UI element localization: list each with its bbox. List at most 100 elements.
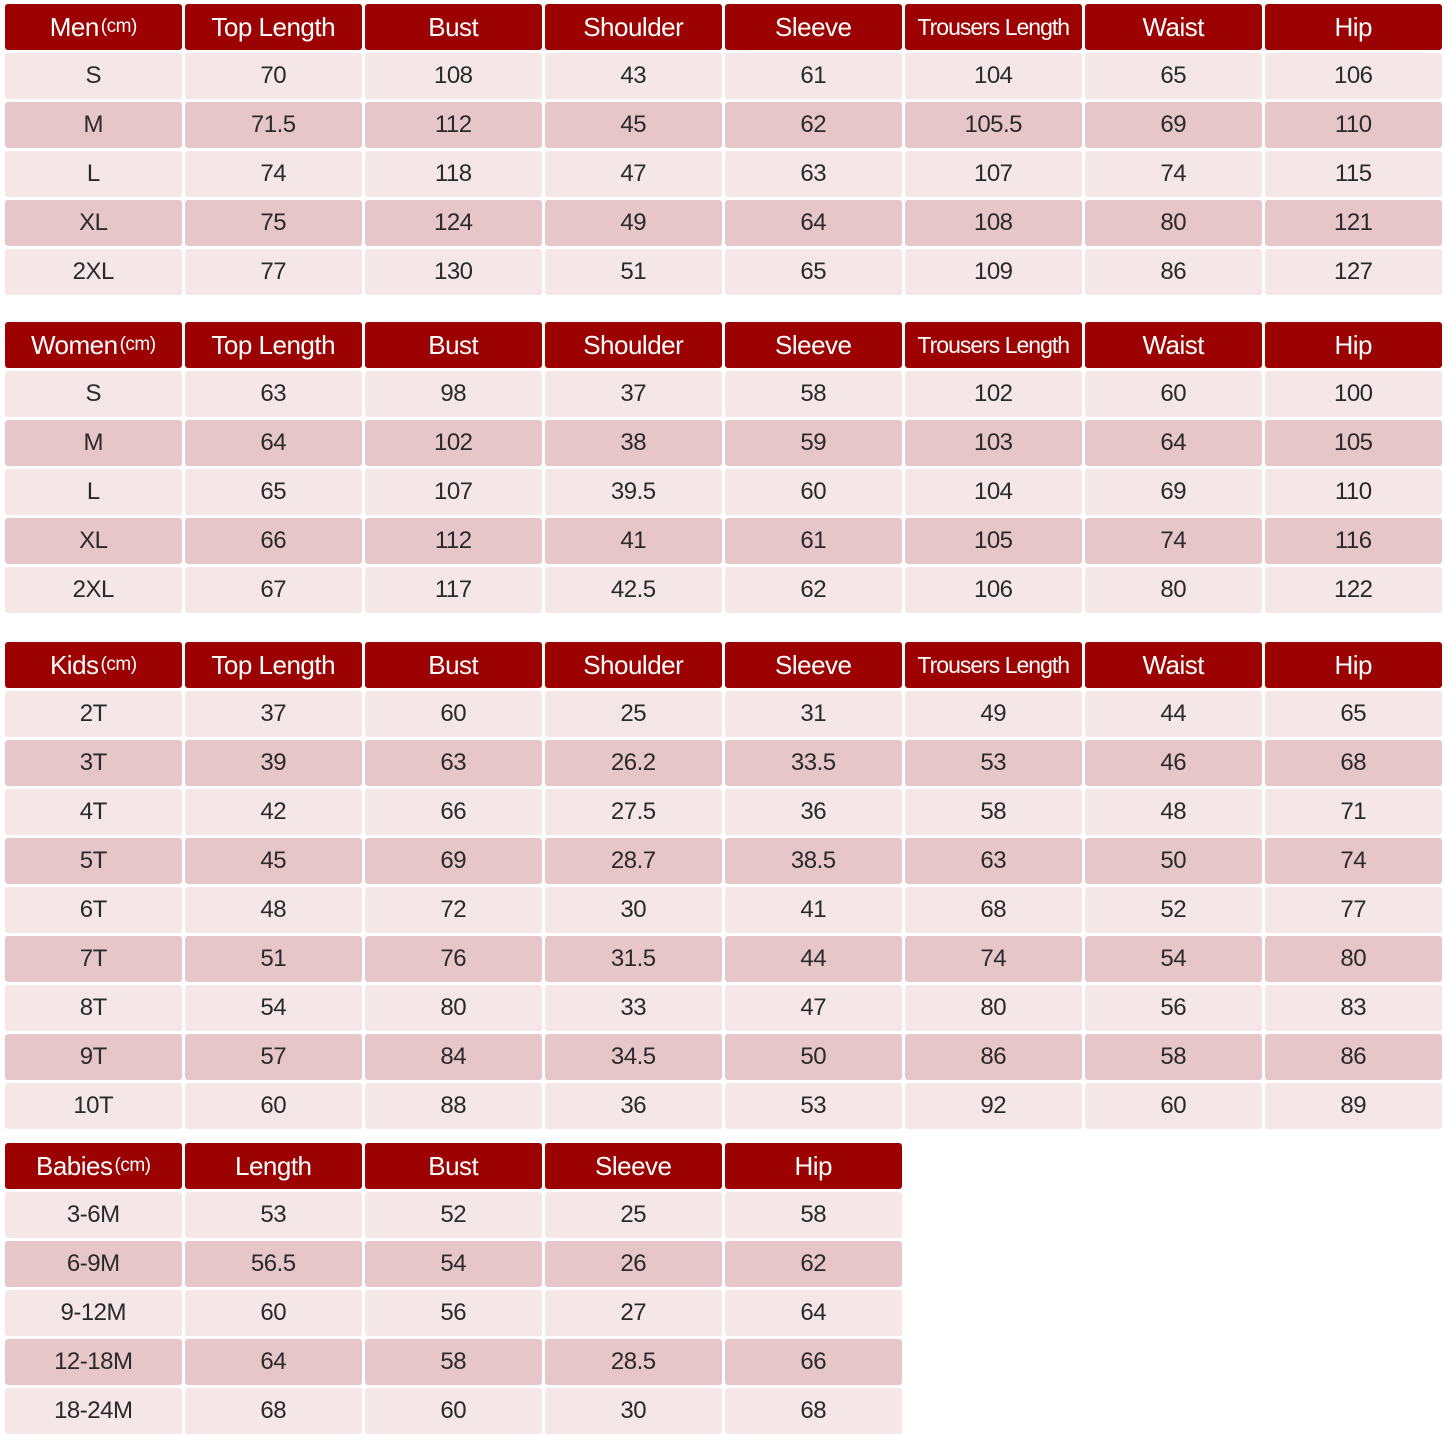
table-cell: 33 [545, 985, 722, 1031]
table-cell: 47 [545, 151, 722, 197]
table-cell: 60 [1085, 1083, 1262, 1129]
table-cell: 88 [365, 1083, 542, 1129]
size-label-cell: 18-24M [5, 1388, 182, 1434]
kids-size-table: Kids (cm) Top Length Bust Shoulder Sleeve Trou… [5, 642, 1442, 1129]
table-cell: 86 [1085, 249, 1262, 295]
column-header: Top Length [185, 322, 362, 368]
table-cell: 64 [185, 420, 362, 466]
table-cell: 42.5 [545, 567, 722, 613]
table-cell: 38 [545, 420, 722, 466]
table-cell: 106 [905, 567, 1082, 613]
table-cell: 66 [365, 789, 542, 835]
column-header: Bust [365, 4, 542, 50]
unit-label: (cm) [100, 16, 137, 37]
table-cell: 41 [725, 887, 902, 933]
table-cell: 28.5 [545, 1339, 722, 1385]
table-cell: 121 [1265, 200, 1442, 246]
column-header: Top Length [185, 642, 362, 688]
column-header: Sleeve [725, 322, 902, 368]
table-cell: 58 [365, 1339, 542, 1385]
column-header: Bust [365, 642, 542, 688]
table-cell: 100 [1265, 371, 1442, 417]
table-cell: 105 [1265, 420, 1442, 466]
table-cell: 127 [1265, 249, 1442, 295]
column-header: Bust [365, 322, 542, 368]
table-title-header: Babies (cm) [5, 1143, 182, 1189]
unit-label: (cm) [114, 1155, 151, 1176]
table-cell: 80 [905, 985, 1082, 1031]
table-cell: 66 [725, 1339, 902, 1385]
table-cell: 45 [545, 102, 722, 148]
size-label-cell: 2XL [5, 249, 182, 295]
size-label-cell: L [5, 151, 182, 197]
table-cell: 107 [365, 469, 542, 515]
table-cell: 59 [725, 420, 902, 466]
size-label-cell: 8T [5, 985, 182, 1031]
table-cell: 60 [185, 1083, 362, 1129]
size-label-cell: 5T [5, 838, 182, 884]
column-header: Shoulder [545, 642, 722, 688]
size-label-cell: 3-6M [5, 1192, 182, 1238]
table-cell: 38.5 [725, 838, 902, 884]
table-cell: 39.5 [545, 469, 722, 515]
size-label-cell: 9-12M [5, 1290, 182, 1336]
table-cell: 27.5 [545, 789, 722, 835]
table-cell: 72 [365, 887, 542, 933]
table-cell: 70 [185, 53, 362, 99]
table-cell: 112 [365, 102, 542, 148]
table-title: Babies [36, 1150, 113, 1181]
table-cell: 105.5 [905, 102, 1082, 148]
table-cell: 122 [1265, 567, 1442, 613]
size-label-cell: M [5, 420, 182, 466]
table-cell: 56 [1085, 985, 1262, 1031]
table-title: Kids [49, 649, 99, 680]
table-cell: 103 [905, 420, 1082, 466]
table-cell: 64 [725, 1290, 902, 1336]
table-cell: 54 [185, 985, 362, 1031]
size-label-cell: 12-18M [5, 1339, 182, 1385]
table-cell: 27 [545, 1290, 722, 1336]
table-cell: 60 [725, 469, 902, 515]
table-cell: 47 [725, 985, 902, 1031]
table-cell: 64 [725, 200, 902, 246]
column-header: Hip [725, 1143, 902, 1189]
size-label-cell: 6T [5, 887, 182, 933]
table-cell: 26.2 [545, 740, 722, 786]
table-cell: 36 [725, 789, 902, 835]
column-header: Waist [1085, 642, 1262, 688]
table-cell: 60 [365, 1388, 542, 1434]
table-cell: 64 [1085, 420, 1262, 466]
size-label-cell: 2XL [5, 567, 182, 613]
column-header: Sleeve [725, 642, 902, 688]
table-cell: 54 [365, 1241, 542, 1287]
size-label-cell: 10T [5, 1083, 182, 1129]
column-header: Top Length [185, 4, 362, 50]
table-cell: 117 [365, 567, 542, 613]
unit-label: (cm) [100, 654, 137, 675]
table-cell: 63 [905, 838, 1082, 884]
table-cell: 25 [545, 691, 722, 737]
table-cell: 34.5 [545, 1034, 722, 1080]
table-cell: 51 [185, 936, 362, 982]
column-header: Sleeve [725, 4, 902, 50]
table-title: Women [30, 329, 118, 360]
table-cell: 58 [905, 789, 1082, 835]
column-header: Bust [365, 1143, 542, 1189]
column-header: Trousers Length [905, 642, 1082, 688]
table-cell: 30 [545, 1388, 722, 1434]
table-cell: 30 [545, 887, 722, 933]
table-cell: 48 [1085, 789, 1262, 835]
table-cell: 124 [365, 200, 542, 246]
table-cell: 39 [185, 740, 362, 786]
column-header: Trousers Length [905, 4, 1082, 50]
table-cell: 106 [1265, 53, 1442, 99]
table-cell: 64 [185, 1339, 362, 1385]
table-cell: 50 [725, 1034, 902, 1080]
table-cell: 62 [725, 102, 902, 148]
table-title-header: Women (cm) [5, 322, 182, 368]
table-cell: 45 [185, 838, 362, 884]
table-cell: 37 [545, 371, 722, 417]
column-header: Shoulder [545, 4, 722, 50]
column-header: Trousers Length [905, 322, 1082, 368]
table-cell: 58 [725, 371, 902, 417]
